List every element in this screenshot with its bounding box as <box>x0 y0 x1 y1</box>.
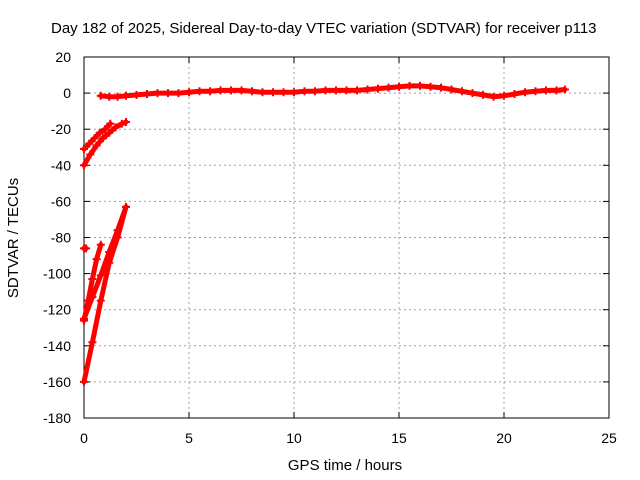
data-point <box>395 82 403 91</box>
data-point <box>216 86 225 95</box>
data-point <box>122 91 130 100</box>
y-tick-label: -20 <box>51 121 71 137</box>
data-point <box>384 83 393 92</box>
data-point <box>174 89 183 98</box>
data-point <box>85 139 94 148</box>
data-point <box>80 145 88 154</box>
data-point <box>88 338 97 347</box>
x-tick-label: 5 <box>185 430 193 446</box>
y-tick-label: -160 <box>43 374 71 390</box>
data-point <box>458 87 466 96</box>
data-point <box>105 258 114 267</box>
data-point <box>479 90 487 99</box>
y-tick-label: -80 <box>51 230 71 246</box>
data-point <box>88 293 97 302</box>
data-point <box>489 92 498 101</box>
data-point <box>164 89 172 98</box>
data-point <box>447 85 456 94</box>
y-tick-label: -140 <box>43 338 71 354</box>
data-point <box>80 161 88 170</box>
y-tick-label: -60 <box>51 193 71 209</box>
data-point <box>153 89 162 98</box>
data-point <box>521 88 529 97</box>
data-point <box>300 87 309 96</box>
data-point <box>468 89 477 98</box>
data-point <box>195 87 204 96</box>
x-axis-label: GPS time / hours <box>288 457 402 474</box>
data-point <box>279 88 288 97</box>
data-point <box>143 90 151 99</box>
data-point <box>80 377 88 386</box>
data-point <box>290 88 298 97</box>
data-point <box>353 86 361 95</box>
data-point <box>98 134 107 143</box>
y-tick-label: -40 <box>51 157 71 173</box>
data-point <box>542 86 550 95</box>
y-tick-label: -180 <box>43 410 71 426</box>
data-point <box>206 87 214 96</box>
data-point <box>185 88 193 97</box>
data-point <box>105 128 114 137</box>
data-point <box>113 92 122 101</box>
data-point <box>237 86 246 95</box>
data-series <box>80 81 569 386</box>
data-point <box>332 86 340 95</box>
data-point <box>95 128 104 137</box>
y-tick-label: 20 <box>55 49 71 65</box>
data-point <box>248 87 256 96</box>
data-point <box>96 296 105 305</box>
data-point <box>374 84 382 93</box>
data-point <box>560 85 569 94</box>
x-tick-label: 20 <box>496 430 512 446</box>
data-point <box>405 81 414 90</box>
data-point <box>531 87 540 96</box>
data-point <box>426 82 435 91</box>
x-tick-label: 15 <box>391 430 407 446</box>
data-point <box>92 255 101 264</box>
axis-ticks: 0 5 10 15 20 25 -180 -160 -140 -120 -100 -80 -60 -40 -… <box>43 49 617 446</box>
data-point <box>113 233 122 242</box>
x-tick-label: 0 <box>80 430 88 446</box>
data-point <box>101 125 109 134</box>
data-point <box>106 119 115 128</box>
data-point <box>363 85 372 94</box>
data-point <box>311 87 319 96</box>
data-point <box>86 150 95 159</box>
x-tick-label: 25 <box>601 430 617 446</box>
data-point <box>111 123 120 132</box>
data-point <box>258 88 267 97</box>
series-trace <box>98 83 568 100</box>
data-point <box>90 134 99 143</box>
data-point <box>552 86 561 95</box>
data-point <box>321 86 330 95</box>
data-point <box>105 92 114 101</box>
data-point <box>269 88 277 97</box>
grid <box>84 57 609 418</box>
data-point <box>122 117 130 126</box>
data-point <box>510 90 519 99</box>
data-point <box>117 119 126 128</box>
data-point <box>437 83 445 92</box>
y-tick-label: 0 <box>63 85 71 101</box>
chart-title: Day 182 of 2025, Sidereal Day-to-day VTE… <box>51 20 597 37</box>
data-point <box>80 314 88 323</box>
data-point <box>96 240 105 249</box>
data-point <box>416 81 424 90</box>
series-trace <box>81 204 129 385</box>
data-point <box>500 91 508 100</box>
data-point <box>227 86 235 95</box>
x-tick-label: 10 <box>286 430 302 446</box>
data-point <box>96 91 105 100</box>
data-point <box>122 202 130 211</box>
data-point <box>88 275 97 284</box>
data-point <box>342 86 351 95</box>
data-point <box>92 141 101 150</box>
y-tick-label: -100 <box>43 266 71 282</box>
data-point <box>96 271 105 280</box>
y-axis-label: SDTVAR / TECUs <box>5 178 22 298</box>
data-point <box>132 90 141 99</box>
y-tick-label: -120 <box>43 302 71 318</box>
data-point <box>82 244 91 253</box>
